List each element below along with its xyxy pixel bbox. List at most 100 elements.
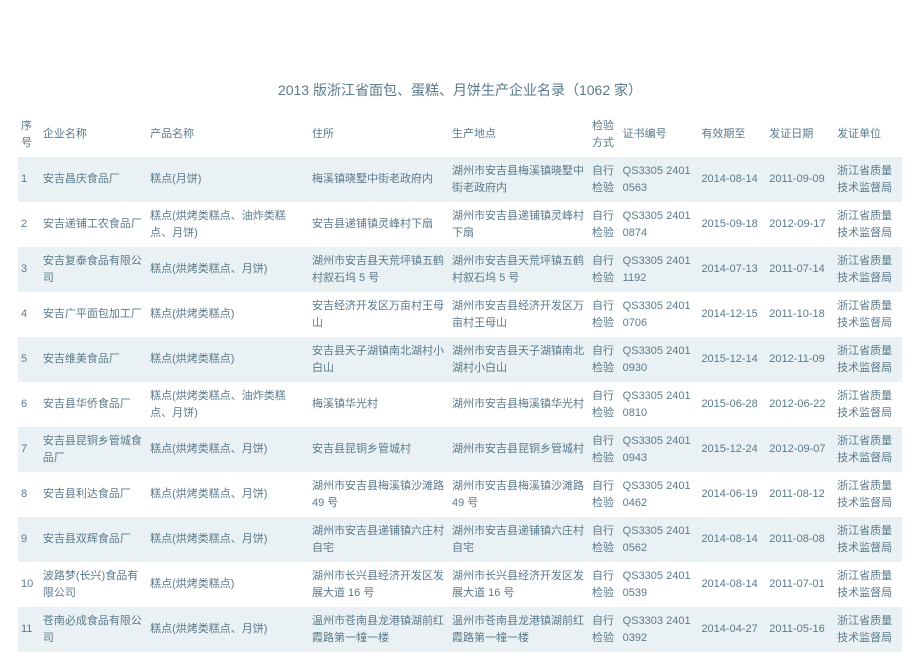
col-header-addr: 住所 xyxy=(309,112,449,157)
cell-iss: 2011-07-01 xyxy=(766,562,834,607)
cell-exp: 2015-12-14 xyxy=(698,337,766,382)
cell-iss: 2011-07-14 xyxy=(766,247,834,292)
col-header-prod: 产品名称 xyxy=(147,112,309,157)
cell-unit: 浙江省质量技术监督局 xyxy=(834,427,902,472)
cell-place: 湖州市安吉县天子湖镇南北湖村小白山 xyxy=(449,337,589,382)
cell-iss: 2011-08-08 xyxy=(766,517,834,562)
cell-insp: 自行检验 xyxy=(589,607,620,652)
table-row: 4安吉广平面包加工厂糕点(烘烤类糕点)安吉经济开发区万亩村王母山湖州市安吉县经济… xyxy=(18,292,902,337)
col-header-exp: 有效期至 xyxy=(698,112,766,157)
cell-exp: 2014-08-14 xyxy=(698,517,766,562)
cell-insp: 自行检验 xyxy=(589,157,620,202)
cell-name: 安吉广平面包加工厂 xyxy=(40,292,147,337)
cell-prod: 糕点(烘烤类糕点) xyxy=(147,562,309,607)
cell-name: 安吉递铺工农食品厂 xyxy=(40,202,147,247)
cell-place: 湖州市安吉县梅溪镇晓墅中街老政府内 xyxy=(449,157,589,202)
cell-place: 湖州市安吉县递铺镇灵峰村下扇 xyxy=(449,202,589,247)
cell-place: 湖州市安吉县递铺镇六庄村自宅 xyxy=(449,517,589,562)
table-row: 7安吉县昆铜乡管城食品厂糕点(烘烤类糕点、月饼)安吉县昆铜乡管城村湖州市安吉县昆… xyxy=(18,427,902,472)
cell-cert: QS3303 2401 0392 xyxy=(620,607,699,652)
cell-exp: 2014-08-14 xyxy=(698,157,766,202)
cell-cert: QS3305 2401 0562 xyxy=(620,517,699,562)
table-row: 1安吉昌庆食品厂糕点(月饼)梅溪镇晓墅中街老政府内湖州市安吉县梅溪镇晓墅中街老政… xyxy=(18,157,902,202)
cell-name: 安吉县昆铜乡管城食品厂 xyxy=(40,427,147,472)
cell-unit: 浙江省质量技术监督局 xyxy=(834,472,902,517)
cell-exp: 2015-12-24 xyxy=(698,427,766,472)
cell-addr: 梅溪镇华光村 xyxy=(309,382,449,427)
cell-prod: 糕点(烘烤类糕点) xyxy=(147,337,309,382)
cell-unit: 浙江省质量技术监督局 xyxy=(834,382,902,427)
cell-addr: 安吉县递铺镇灵峰村下扇 xyxy=(309,202,449,247)
table-row: 6安吉县华侨食品厂糕点(烘烤类糕点、油炸类糕点、月饼)梅溪镇华光村湖州市安吉县梅… xyxy=(18,382,902,427)
cell-place: 湖州市安吉县天荒坪镇五鹤村叙石坞 5 号 xyxy=(449,247,589,292)
cell-prod: 糕点(烘烤类糕点、月饼) xyxy=(147,517,309,562)
cell-unit: 浙江省质量技术监督局 xyxy=(834,202,902,247)
cell-place: 湖州市安吉县经济开发区万亩村王母山 xyxy=(449,292,589,337)
col-header-iss: 发证日期 xyxy=(766,112,834,157)
cell-prod: 糕点(烘烤类糕点、月饼) xyxy=(147,472,309,517)
cell-insp: 自行检验 xyxy=(589,517,620,562)
cell-insp: 自行检验 xyxy=(589,382,620,427)
cell-name: 安吉昌庆食品厂 xyxy=(40,157,147,202)
cell-iss: 2011-05-16 xyxy=(766,607,834,652)
col-header-name: 企业名称 xyxy=(40,112,147,157)
cell-iss: 2011-10-18 xyxy=(766,292,834,337)
cell-addr: 安吉县天子湖镇南北湖村小白山 xyxy=(309,337,449,382)
col-header-insp: 检验方式 xyxy=(589,112,620,157)
col-header-cert: 证书编号 xyxy=(620,112,699,157)
cell-exp: 2015-09-18 xyxy=(698,202,766,247)
cell-name: 波路梦(长兴)食品有限公司 xyxy=(40,562,147,607)
cell-addr: 湖州市安吉县递铺镇六庄村自宅 xyxy=(309,517,449,562)
cell-prod: 糕点(烘烤类糕点、油炸类糕点、月饼) xyxy=(147,382,309,427)
enterprise-table: 序号 企业名称 产品名称 住所 生产地点 检验方式 证书编号 有效期至 发证日期… xyxy=(18,112,902,652)
cell-insp: 自行检验 xyxy=(589,247,620,292)
cell-unit: 浙江省质量技术监督局 xyxy=(834,292,902,337)
cell-seq: 8 xyxy=(18,472,40,517)
cell-seq: 2 xyxy=(18,202,40,247)
cell-place: 湖州市安吉县梅溪镇沙滩路 49 号 xyxy=(449,472,589,517)
cell-iss: 2012-09-17 xyxy=(766,202,834,247)
table-row: 3安吉复泰食品有限公司糕点(烘烤类糕点、月饼)湖州市安吉县天荒坪镇五鹤村叙石坞 … xyxy=(18,247,902,292)
cell-unit: 浙江省质量技术监督局 xyxy=(834,157,902,202)
cell-prod: 糕点(烘烤类糕点) xyxy=(147,292,309,337)
cell-name: 安吉县华侨食品厂 xyxy=(40,382,147,427)
table-row: 10波路梦(长兴)食品有限公司糕点(烘烤类糕点) 湖州市长兴县经济开发区发展大道 … xyxy=(18,562,902,607)
cell-place: 温州市苍南县龙港镇湖前红霞路第一幢一楼 xyxy=(449,607,589,652)
cell-name: 苍南必成食品有限公司 xyxy=(40,607,147,652)
cell-exp: 2014-08-14 xyxy=(698,562,766,607)
cell-insp: 自行检验 xyxy=(589,427,620,472)
cell-seq: 7 xyxy=(18,427,40,472)
cell-iss: 2012-06-22 xyxy=(766,382,834,427)
cell-name: 安吉县利达食品厂 xyxy=(40,472,147,517)
cell-addr: 安吉县昆铜乡管城村 xyxy=(309,427,449,472)
cell-place: 湖州市安吉县昆铜乡管城村 xyxy=(449,427,589,472)
cell-unit: 浙江省质量技术监督局 xyxy=(834,562,902,607)
cell-seq: 3 xyxy=(18,247,40,292)
cell-prod: 糕点(烘烤类糕点、月饼) xyxy=(147,607,309,652)
cell-prod: 糕点(烘烤类糕点、油炸类糕点、月饼) xyxy=(147,202,309,247)
cell-addr: 安吉经济开发区万亩村王母山 xyxy=(309,292,449,337)
cell-unit: 浙江省质量技术监督局 xyxy=(834,247,902,292)
cell-insp: 自行检验 xyxy=(589,562,620,607)
cell-prod: 糕点(月饼) xyxy=(147,157,309,202)
table-row: 2安吉递铺工农食品厂糕点(烘烤类糕点、油炸类糕点、月饼)安吉县递铺镇灵峰村下扇湖… xyxy=(18,202,902,247)
cell-iss: 2012-09-07 xyxy=(766,427,834,472)
cell-prod: 糕点(烘烤类糕点、月饼) xyxy=(147,247,309,292)
cell-cert: QS3305 2401 0810 xyxy=(620,382,699,427)
cell-seq: 10 xyxy=(18,562,40,607)
cell-seq: 5 xyxy=(18,337,40,382)
cell-iss: 2012-11-09 xyxy=(766,337,834,382)
cell-seq: 6 xyxy=(18,382,40,427)
cell-iss: 2011-08-12 xyxy=(766,472,834,517)
cell-name: 安吉维美食品厂 xyxy=(40,337,147,382)
cell-cert: QS3305 2401 0539 xyxy=(620,562,699,607)
cell-cert: QS3305 2401 0943 xyxy=(620,427,699,472)
table-row: 5安吉维美食品厂糕点(烘烤类糕点)安吉县天子湖镇南北湖村小白山湖州市安吉县天子湖… xyxy=(18,337,902,382)
col-header-seq: 序号 xyxy=(18,112,40,157)
cell-exp: 2014-04-27 xyxy=(698,607,766,652)
cell-unit: 浙江省质量技术监督局 xyxy=(834,337,902,382)
cell-exp: 2015-06-28 xyxy=(698,382,766,427)
cell-cert: QS3305 2401 0563 xyxy=(620,157,699,202)
cell-seq: 4 xyxy=(18,292,40,337)
cell-place: 湖州市长兴县经济开发区发展大道 16 号 xyxy=(449,562,589,607)
